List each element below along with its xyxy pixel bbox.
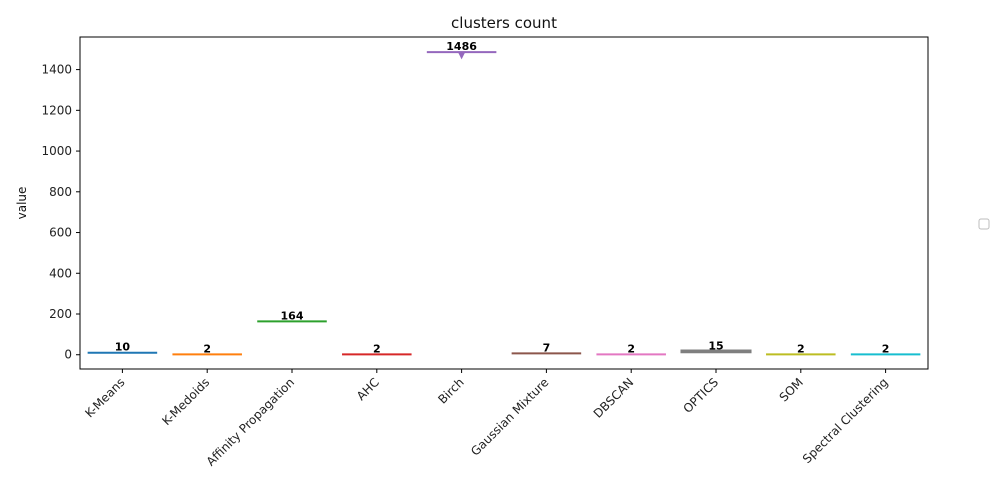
x-tick-label: K-Medoids <box>159 375 212 428</box>
x-tick-label: AHC <box>354 375 382 403</box>
data-label: 2 <box>797 342 805 355</box>
empty-legend <box>978 218 990 230</box>
plot-frame <box>79 36 929 370</box>
x-tick-label: Birch <box>435 375 466 406</box>
y-axis: 0 200 400 600 800 1000 1200 1400 <box>41 63 80 362</box>
data-label: 1486 <box>446 40 477 53</box>
data-label: 15 <box>708 340 723 353</box>
data-label: 2 <box>882 342 890 355</box>
y-tick-label: 600 <box>49 226 72 240</box>
y-tick-label: 800 <box>49 185 72 199</box>
data-label: 7 <box>543 341 551 354</box>
data-label: 164 <box>281 309 304 322</box>
data-label: 2 <box>203 342 211 355</box>
data-label: 10 <box>115 341 131 354</box>
x-tick-label: SOM <box>777 375 806 404</box>
x-tick-label: Spectral Clustering <box>800 375 891 466</box>
y-tick-label: 1200 <box>41 103 72 117</box>
data-labels: 10 2 164 2 1486 7 2 15 2 2 <box>115 40 890 355</box>
x-tick-label: Affinity Propagation <box>204 375 298 469</box>
x-tick-label: OPTICS <box>680 375 721 416</box>
x-tick-label: DBSCAN <box>591 375 637 421</box>
y-tick-label: 0 <box>64 348 72 362</box>
data-label: 2 <box>373 342 381 355</box>
x-tick-label: K-Means <box>82 375 127 420</box>
data-label: 2 <box>627 342 635 355</box>
outlier-marker <box>457 51 466 60</box>
y-tick-label: 200 <box>49 307 72 321</box>
y-tick-label: 1400 <box>41 63 72 77</box>
y-tick-label: 1000 <box>41 144 72 158</box>
y-axis-label: value <box>15 187 29 220</box>
x-tick-label: Gaussian Mixture <box>468 375 551 458</box>
plot-marks <box>87 51 921 356</box>
chart-title: clusters count <box>451 14 557 32</box>
y-tick-label: 400 <box>49 266 72 280</box>
